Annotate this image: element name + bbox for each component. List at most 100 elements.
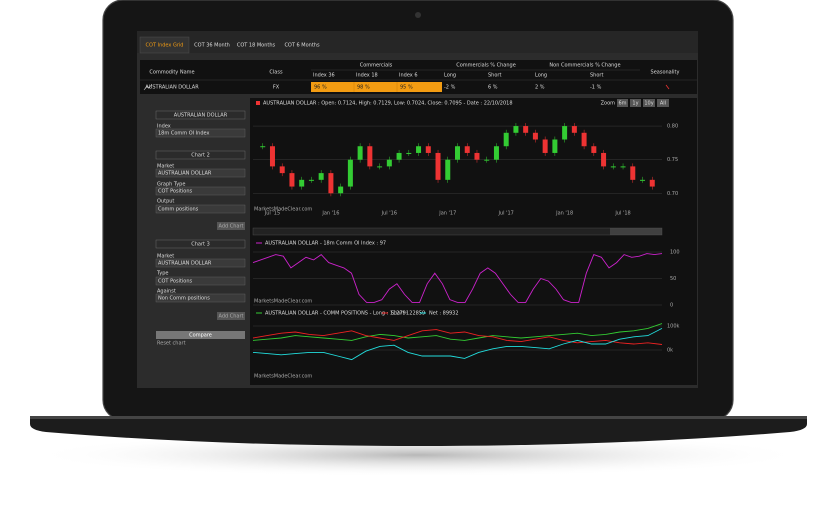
candle [416, 146, 422, 153]
y-tick-label: 100k [667, 324, 680, 330]
base-edge [30, 416, 807, 419]
zoom-text[interactable]: 1y [632, 101, 638, 107]
button-label[interactable]: Add Chart [218, 314, 243, 320]
candle [610, 166, 616, 168]
candle [328, 173, 334, 194]
candle [289, 173, 295, 187]
candle [299, 179, 305, 187]
chart-legend: AUSTRALIAN DOLLAR - 18m Comm OI Index : … [265, 241, 386, 247]
select-value[interactable]: COT Positions [158, 279, 193, 285]
watermark: MarketsMadeClear.com [254, 299, 312, 305]
chart-legend: Net : 89932 [429, 311, 459, 317]
subheader: Index 6 [399, 73, 418, 79]
market-box [155, 110, 246, 120]
zoom-button[interactable] [630, 99, 641, 107]
legend-swatch [256, 101, 260, 105]
tab[interactable]: COT 18 Months [237, 43, 276, 49]
select[interactable] [155, 204, 246, 214]
watermark: MarketsMadeClear.com [254, 374, 312, 380]
cell: 6 % [488, 85, 498, 91]
tab-active[interactable] [139, 36, 190, 54]
zoom-button[interactable] [617, 99, 628, 107]
select[interactable] [155, 168, 246, 178]
candle [269, 146, 275, 167]
chart-icon[interactable] [143, 83, 153, 91]
market: AUSTRALIAN DOLLAR [174, 113, 228, 119]
select[interactable] [155, 293, 246, 303]
cell: 98 % [357, 85, 370, 91]
y-tick-label: 100 [670, 250, 680, 256]
x-tick-label: Jan '16 [321, 211, 339, 217]
series-line [252, 329, 663, 345]
y-tick-label: 0 [670, 303, 673, 309]
x-tick-label: Jul '15 [264, 211, 280, 217]
add-chart-button[interactable] [217, 222, 245, 230]
select-value[interactable]: COT Positions [158, 189, 193, 195]
zoom-text[interactable]: 6m [618, 101, 626, 107]
subheader: Index 18 [356, 73, 378, 79]
candle [601, 152, 607, 167]
watermark: MarketsMadeClear.com [254, 207, 312, 213]
x-tick-label: Jan '18 [555, 211, 573, 217]
zoom-text[interactable]: 10y [644, 101, 653, 107]
select[interactable] [155, 276, 246, 286]
label: Graph Type [157, 182, 185, 188]
cell: -1 % [590, 85, 602, 91]
camera [415, 12, 421, 18]
laptop-base [30, 416, 807, 446]
seasonality-icon[interactable] [665, 84, 670, 90]
header: Seasonality [651, 70, 680, 76]
candle [649, 179, 655, 187]
subheader: Long [535, 73, 547, 79]
chart-box [155, 150, 246, 160]
header: Class [269, 70, 283, 76]
candle [396, 152, 402, 160]
label: Against [157, 289, 176, 295]
candle [308, 179, 314, 181]
candle [357, 146, 363, 160]
add-chart-button[interactable] [217, 312, 245, 320]
chart-legend: AUSTRALIAN DOLLAR : Open: 0.7124, High: … [263, 101, 513, 107]
cell: 2 % [535, 85, 545, 91]
candle [338, 186, 344, 194]
zoom-button[interactable] [643, 99, 655, 107]
series-line [252, 253, 663, 303]
select[interactable] [155, 186, 246, 196]
reset-link[interactable]: Reset chart [157, 341, 186, 347]
button-label[interactable]: Add Chart [218, 224, 243, 230]
tab[interactable]: COT 6 Months [284, 43, 320, 49]
select[interactable] [155, 128, 246, 138]
candle [630, 166, 636, 180]
candle [640, 179, 646, 181]
label: Type [156, 271, 168, 277]
cell: FX [273, 85, 280, 91]
select-value[interactable]: Non Comm positions [158, 296, 210, 302]
tab[interactable]: COT 36 Month [194, 43, 230, 49]
button-label[interactable]: Compare [189, 333, 212, 339]
navigator[interactable] [252, 227, 663, 236]
zoom-text[interactable]: All [660, 101, 666, 107]
subheader: Short [488, 73, 501, 79]
subheader: Index 36 [313, 73, 335, 79]
candle [532, 132, 538, 140]
candle [484, 159, 490, 161]
zoom-label: Zoom [601, 101, 616, 107]
candle [474, 152, 480, 160]
navigator-handle[interactable] [610, 228, 662, 235]
select-value[interactable]: AUSTRALIAN DOLLAR [158, 261, 212, 267]
x-tick-label: Jul '18 [614, 211, 630, 217]
candle [591, 146, 597, 153]
select-value[interactable]: AUSTRALIAN DOLLAR [158, 171, 212, 177]
x-tick-label: Jul '17 [498, 211, 514, 217]
subheader: Short [590, 73, 603, 79]
select[interactable] [155, 258, 246, 268]
select-value[interactable]: 18m Comm OI Index [158, 131, 210, 137]
compare-button[interactable] [156, 331, 245, 339]
select-value[interactable]: Comm positions [158, 207, 199, 213]
candle [367, 146, 373, 167]
candle [552, 139, 558, 153]
series-line [252, 327, 663, 361]
tab[interactable]: COT Index Grid [146, 43, 184, 49]
zoom-button[interactable] [657, 99, 669, 107]
chart-box [155, 239, 246, 249]
